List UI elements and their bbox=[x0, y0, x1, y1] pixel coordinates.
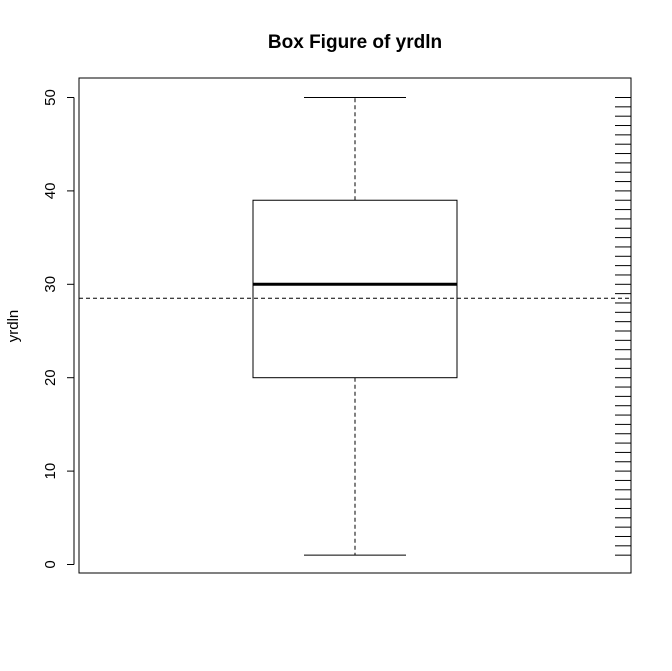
y-tick-label: 20 bbox=[42, 369, 59, 386]
y-tick-label: 50 bbox=[42, 89, 59, 106]
box-plot bbox=[252, 97, 458, 556]
y-axis: 0 10 20 30 40 50 bbox=[42, 89, 75, 569]
chart-title: Box Figure of yrdln bbox=[268, 32, 442, 53]
y-tick-label: 10 bbox=[42, 463, 59, 480]
rug-marks bbox=[615, 97, 631, 556]
plot-frame bbox=[78, 77, 632, 574]
y-tick-label: 40 bbox=[42, 183, 59, 200]
y-axis-label: yrdln bbox=[5, 310, 22, 343]
iqr-box bbox=[252, 199, 458, 379]
y-tick-label: 0 bbox=[42, 560, 59, 568]
y-tick-label: 30 bbox=[42, 276, 59, 293]
